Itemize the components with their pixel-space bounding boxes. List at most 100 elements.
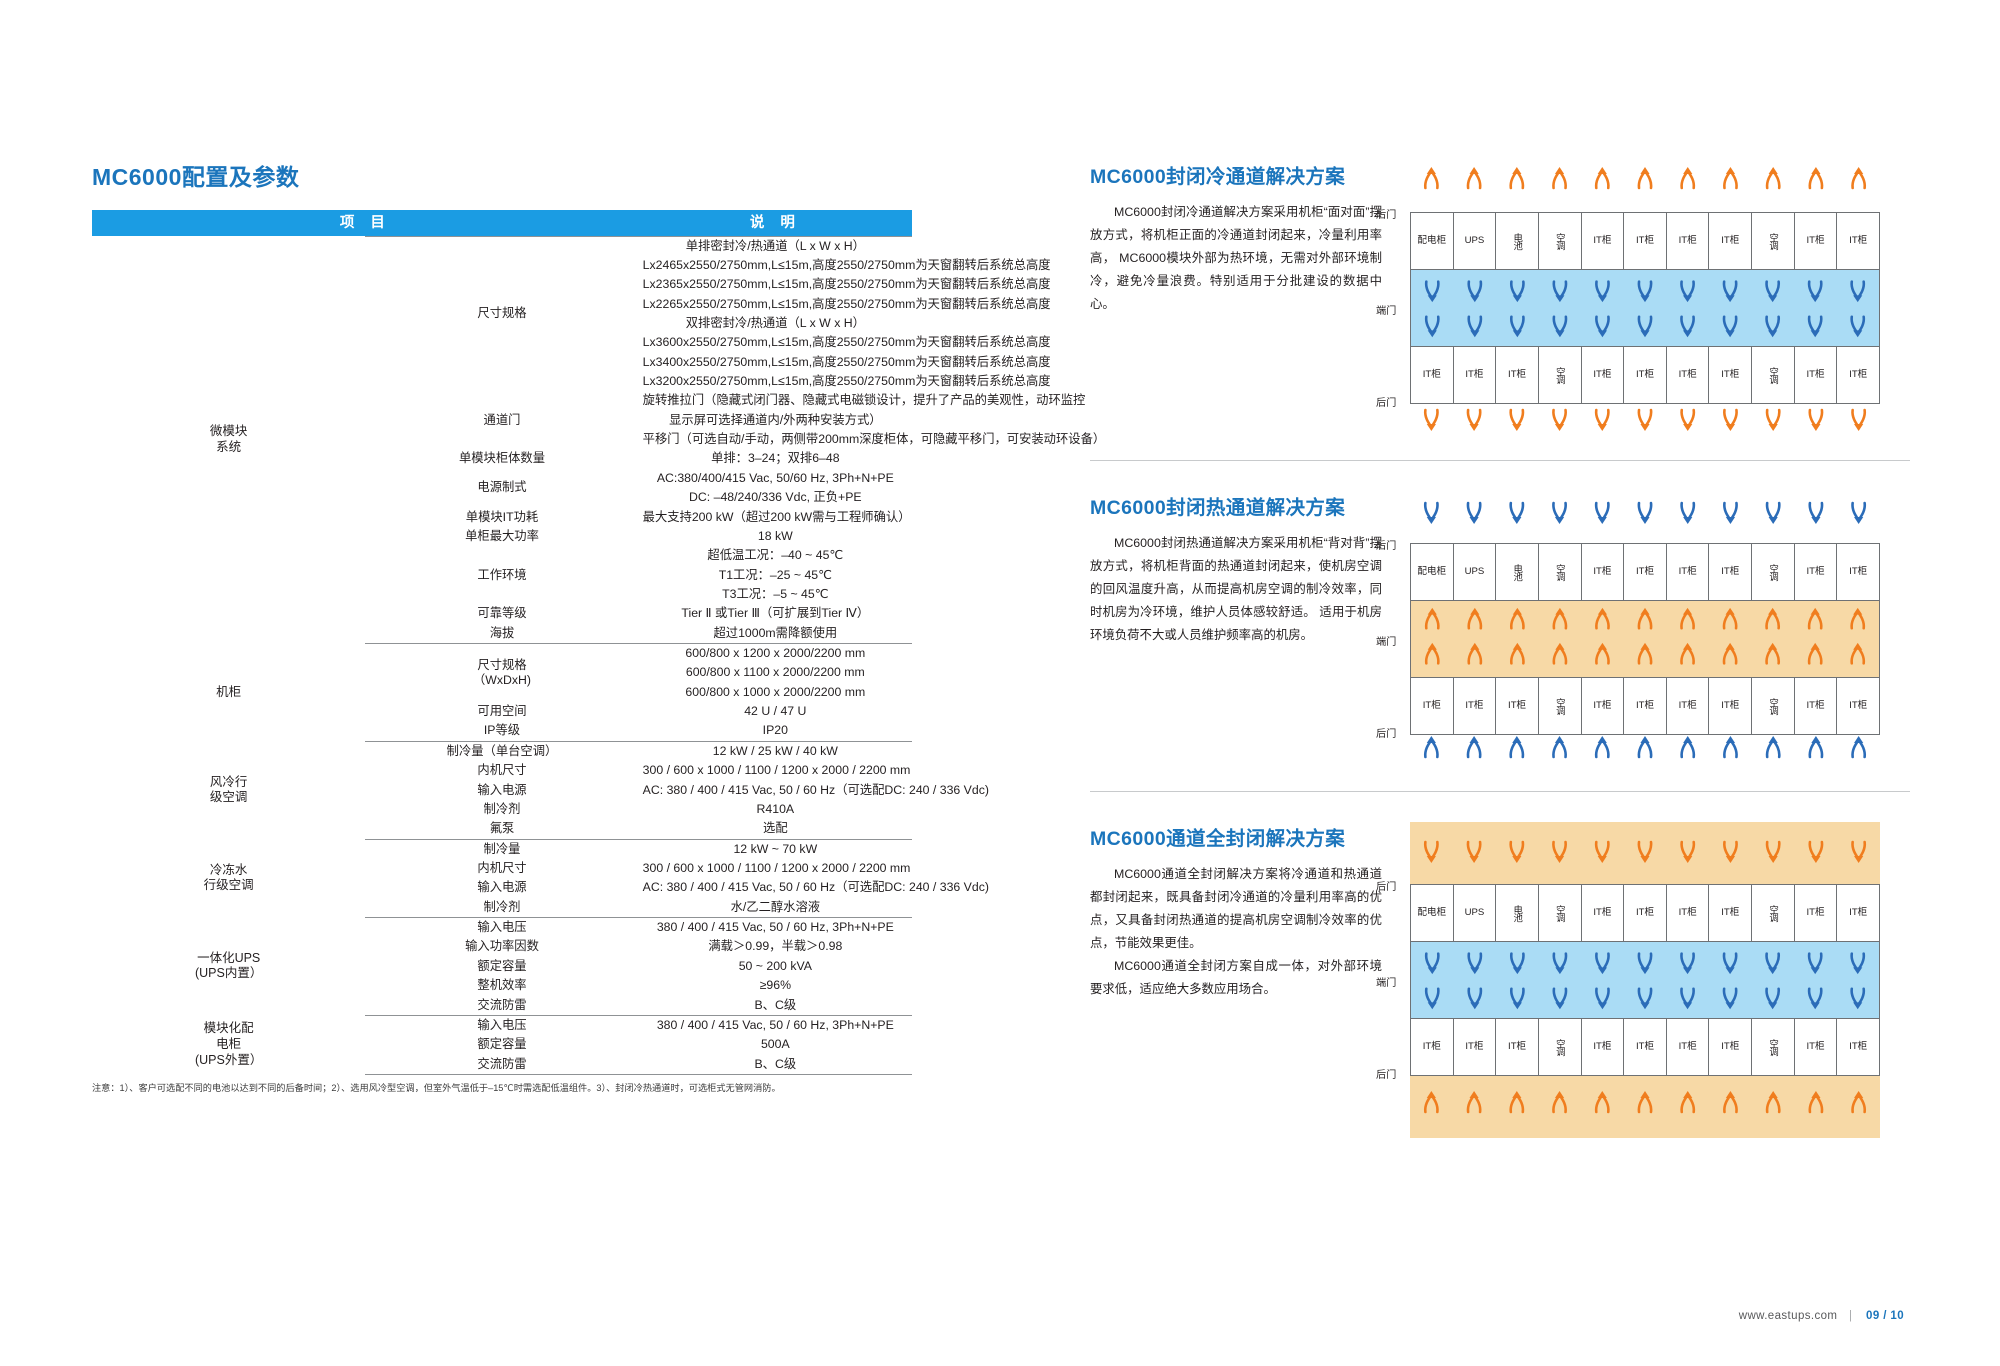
rack-bottom-cell: IT柜	[1849, 1040, 1868, 1052]
airflow-top	[1410, 497, 1880, 543]
row-item-label: 输入电源	[477, 880, 527, 895]
table-row: 可靠等级 Tier Ⅱ 或Tier Ⅲ（可扩展到Tier Ⅳ）	[92, 604, 912, 623]
row-item-label: 制冷剂	[483, 801, 521, 816]
footer-url: www.eastups.com	[1738, 1310, 1838, 1322]
solution-title: MC6000封闭热通道解决方案	[1090, 497, 1346, 519]
solution-block: MC6000封闭热通道解决方案 MC6000封闭热通道解决方案采用机柜“背对背”摆…	[1090, 491, 1910, 791]
row-value: 超过1000m需降额使用	[638, 623, 912, 645]
rack-bottom-cell: IT柜	[1795, 1019, 1838, 1075]
airflow-bottom	[1410, 735, 1880, 781]
row-value: B、C级	[638, 1054, 912, 1075]
rack-top-cell: IT柜	[1624, 885, 1667, 941]
table-row: 可用空间 42 U / 47 U	[92, 702, 912, 721]
rack-top-cell: 空调	[1539, 885, 1582, 941]
rack-bottom-cell: IT柜	[1849, 368, 1868, 380]
rack-bottom-cell: IT柜	[1496, 1019, 1539, 1075]
table-row: 一体化UPS (UPS内置） 输入电压 380 / 400 / 415 Vac, 50…	[92, 917, 912, 980]
solution-text: MC6000封闭冷通道解决方案 MC6000封闭冷通道解决方案采用机柜“面对面”摆…	[1090, 160, 1390, 316]
solution-figure: 后门 端门 后门 配电柜 UPS 电池 空调 IT柜 IT柜 IT柜 IT柜 空调 IT柜 IT柜 IT柜 I…	[1376, 166, 1880, 450]
row-value: 380 / 400 / 415 Vac, 50 / 60 Hz, 3Ph+N+P…	[638, 1014, 912, 1036]
row-value: DC: –48/240/336 Vdc, 正负+PE	[689, 490, 862, 505]
table-row: DC: –48/240/336 Vdc, 正负+PE	[92, 488, 912, 507]
rack-bottom-cell: IT柜	[1709, 1019, 1753, 1075]
airflow-arrows-aisle	[1411, 601, 1879, 677]
airflow-arrows-top	[1410, 822, 1880, 884]
row-item-label: 交流防雷	[365, 1054, 639, 1075]
rack-row-bottom: IT柜 IT柜 IT柜 空调 IT柜 IT柜 IT柜 IT柜 空调 IT柜 IT柜	[1411, 1019, 1879, 1075]
table-row: Lx3400x2550/2750mm,L≤15m,高度2550/2750mm为天…	[92, 353, 1051, 372]
page-title: MC6000配置及参数	[92, 164, 300, 190]
rack-top-cell: IT柜	[1849, 906, 1868, 918]
rack-top-cell: IT柜	[1667, 544, 1710, 600]
table-row: 工作环境 超低温工况：–40 ~ 45℃	[92, 546, 912, 581]
row-group-label: 微模块 系统	[209, 424, 248, 454]
row-item-label: 单模块IT功耗	[465, 509, 539, 524]
table-row: 交流防雷 B、C级	[92, 1054, 912, 1075]
rack-bottom-cell: 空调	[1752, 1019, 1795, 1075]
aisle-cold	[1411, 269, 1879, 347]
row-value: 超低温工况：–40 ~ 45℃	[707, 548, 844, 563]
rack-top-cell: 配电柜	[1411, 544, 1454, 600]
row-value: 最大支持200 kW（超过200 kW需与工程师确认）	[642, 509, 911, 524]
rack-row-top: 配电柜 UPS 电池 空调 IT柜 IT柜 IT柜 IT柜 空调 IT柜 IT柜	[1411, 213, 1879, 269]
rack-bottom-cell: IT柜	[1582, 678, 1625, 734]
rack-bottom-cell: IT柜	[1496, 678, 1539, 734]
rack-top-cell: UPS	[1454, 213, 1497, 269]
airflow-arrows-aisle	[1411, 270, 1879, 346]
airflow-arrows-top	[1410, 166, 1880, 212]
row-value: 平移门（可选自动/手动，两侧带200mm深度柜体，可隐藏平移门，可安装动环设备）	[642, 432, 1106, 447]
aisle-cold	[1411, 941, 1879, 1019]
rack-top-cell: 空调	[1539, 544, 1582, 600]
row-value: 50 ~ 200 kVA	[738, 958, 812, 973]
rack-top-cell: 电池	[1496, 213, 1539, 269]
rack-top-cell: IT柜	[1667, 213, 1710, 269]
door-label-bottom: 后门	[1376, 398, 1397, 409]
solution-figure: 后门 端门 后门 配电柜 UPS 电池 空调 IT柜 IT柜 IT柜 IT柜 空调 IT柜 IT柜 IT柜 I…	[1376, 497, 1880, 781]
table-row: 额定容量 50 ~ 200 kVA	[92, 957, 912, 976]
airflow-arrows-top	[1410, 497, 1880, 543]
rack-top-cell: IT柜	[1582, 544, 1625, 600]
row-group-label: 模块化配 电柜 (UPS外置）	[194, 1021, 263, 1067]
footer-separator: |	[1849, 1310, 1853, 1322]
door-label-mid: 端门	[1376, 306, 1397, 317]
table-row: T1工况：–25 ~ 45℃	[92, 566, 912, 585]
rack-bottom-cell: IT柜	[1667, 678, 1710, 734]
rack-bottom-cell: 空调	[1539, 347, 1582, 403]
rack-top-cell: IT柜	[1709, 544, 1753, 600]
header-description: 说 明	[638, 210, 912, 236]
row-value: T3工况：–5 ~ 45℃	[722, 586, 829, 601]
row-item-label: 氟泵	[365, 819, 639, 840]
table-row: 冷冻水 行级空调 制冷量 12 kW ~ 70 kW	[92, 838, 912, 892]
rack-row-top: 配电柜 UPS 电池 空调 IT柜 IT柜 IT柜 IT柜 空调 IT柜 IT柜	[1411, 885, 1879, 941]
rack-top-cell: 电池	[1496, 885, 1539, 941]
row-value: 300 / 600 x 1000 / 1100 / 1200 x 2000 / …	[642, 763, 911, 778]
rack-row-top: 配电柜 UPS 电池 空调 IT柜 IT柜 IT柜 IT柜 空调 IT柜 IT柜	[1411, 544, 1879, 600]
rack-bottom-cell: IT柜	[1624, 347, 1667, 403]
table-row: 海拔 超过1000m需降额使用	[92, 623, 912, 645]
rack-top-cell: IT柜	[1624, 544, 1667, 600]
row-item-label: 内机尺寸	[477, 861, 527, 875]
row-item-label: 尺寸规格 （WxDxH)	[365, 643, 639, 703]
table-row: 输入电源 AC: 380 / 400 / 415 Vac, 50 / 60 Hz（…	[92, 878, 989, 897]
aisle-hot	[1411, 600, 1879, 678]
door-label-top: 后门	[1376, 882, 1397, 893]
row-value: 单排：3–24；双排6–48	[711, 451, 840, 466]
solution-body: MC6000封闭冷通道解决方案采用机柜“面对面”摆放方式，将机柜正面的冷通道封闭…	[1090, 205, 1382, 311]
row-item-label: 制冷量（单台空调）	[365, 740, 639, 762]
table-note: 注意：1）、客户可选配不同的电池以达到不同的后备时间；2）、选用风冷型空调，但室…	[92, 1082, 781, 1093]
row-value: 单排密封冷/热通道（L x W x H）	[638, 235, 912, 256]
rack-top-cell: UPS	[1454, 544, 1497, 600]
row-item-label: 交流防雷	[365, 995, 639, 1016]
airflow-arrows-bottom	[1410, 404, 1880, 450]
row-item-label: 工作环境	[477, 567, 527, 582]
row-value: Lx2365x2550/2750mm,L≤15m,高度2550/2750mm为天…	[642, 277, 1051, 292]
row-value: R410A	[756, 801, 795, 816]
row-group-label: 风冷行 级空调	[209, 774, 248, 805]
rack-top-cell: IT柜	[1795, 213, 1838, 269]
rack-top-cell: IT柜	[1709, 213, 1753, 269]
rack-bottom-cell: IT柜	[1795, 347, 1838, 403]
airflow-top	[1410, 166, 1880, 212]
row-group-label: 冷冻水 行级空调	[203, 862, 254, 893]
row-item-label: 输入电源	[477, 782, 527, 797]
rack-bottom-cell: IT柜	[1709, 678, 1753, 734]
